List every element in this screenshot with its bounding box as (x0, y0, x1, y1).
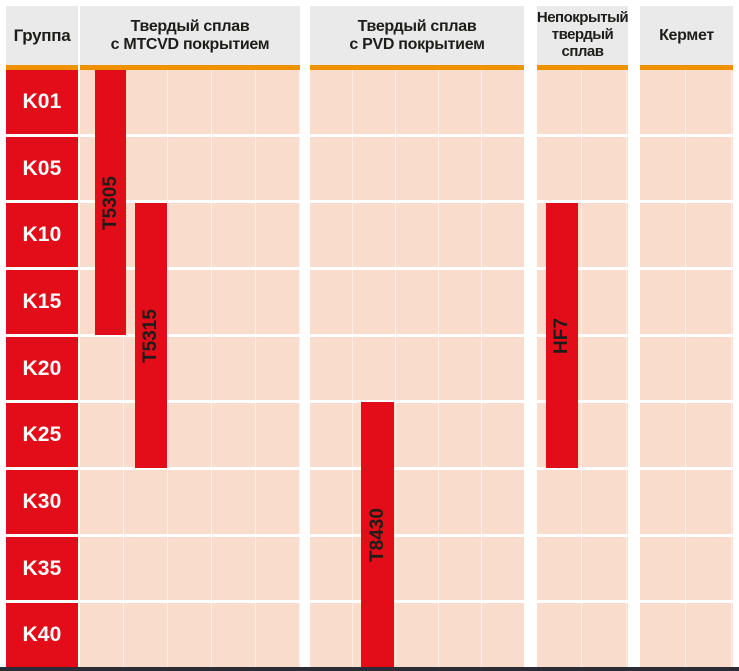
column-pvd-body (310, 70, 524, 668)
column-header-group: Группа (6, 6, 78, 65)
grid-cell (640, 536, 733, 601)
group-column-body: K01 K05 K10 K15 K20 K25 K30 K35 K40 (6, 70, 78, 668)
group-cell-k40: K40 (6, 603, 78, 668)
column-header-uncoated: Непокрытый твердый сплав (536, 6, 629, 65)
column-header-uncoated-label: Непокрытый твердый сплав (536, 9, 629, 60)
group-label: K40 (22, 623, 62, 647)
grid-cell (310, 403, 524, 468)
grid-cell (310, 203, 524, 268)
orange-underline (537, 65, 628, 70)
grid-cell (537, 70, 628, 134)
column-header-cermet: Кермет (640, 6, 733, 65)
column-header-pvd-label: Твердый сплав с PVD покрытием (349, 17, 485, 53)
grid-cell (537, 536, 628, 601)
grid-cell (640, 70, 733, 134)
grid-cell (80, 603, 300, 668)
grid-cell (310, 336, 524, 401)
group-column: Группа K01 K05 K10 K15 K20 K25 K30 K35 K… (6, 6, 78, 668)
grid-cell (640, 136, 733, 201)
column-header-cermet-label: Кермет (659, 26, 714, 44)
column-header-group-label: Группа (13, 25, 71, 45)
grid-cell (80, 403, 300, 468)
group-label: K15 (22, 289, 62, 313)
column-cermet-body (640, 70, 733, 668)
column-header-pvd: Твердый сплав с PVD покрытием (310, 6, 524, 65)
grid-cell (640, 203, 733, 268)
grid-cell (640, 270, 733, 334)
column-pvd: Твердый сплав с PVD покрытием (310, 6, 524, 668)
grid-cell (310, 70, 524, 134)
group-cell-k25: K25 (6, 403, 78, 468)
grid-cell (537, 470, 628, 534)
grade-bar-t5315: T5315 (135, 203, 167, 468)
group-cell-k30: K30 (6, 470, 78, 534)
group-cell-k10: K10 (6, 203, 78, 268)
grade-bar-t8430: T8430 (361, 402, 394, 667)
grid-cell (310, 536, 524, 601)
group-label: K25 (22, 423, 62, 447)
group-cell-k15: K15 (6, 270, 78, 334)
grid-cell (80, 336, 300, 401)
column-header-mtcvd-label: Твердый сплав с MTCVD покрытием (110, 17, 270, 53)
grid-cell (537, 136, 628, 201)
group-label: K20 (22, 356, 62, 380)
grade-bar-label: T5305 (99, 175, 121, 230)
grid-cell (80, 470, 300, 534)
group-cell-k01: K01 (6, 70, 78, 134)
grade-bar-t5305: T5305 (95, 70, 126, 335)
grid-cell (640, 603, 733, 668)
orange-underline (80, 65, 300, 70)
grid-cell (640, 336, 733, 401)
orange-underline (6, 65, 78, 70)
orange-underline (310, 65, 524, 70)
grid-cell (640, 403, 733, 468)
column-cermet: Кермет (640, 6, 733, 668)
group-cell-k35: K35 (6, 536, 78, 601)
grid-cell (80, 536, 300, 601)
grid-cell (537, 603, 628, 668)
grid-cell (310, 270, 524, 334)
group-cell-k20: K20 (6, 336, 78, 401)
orange-underline (640, 65, 733, 70)
grade-bar-label: HF7 (551, 317, 572, 354)
bottom-border (0, 667, 739, 671)
group-label: K05 (22, 156, 62, 180)
group-label: K10 (22, 223, 62, 247)
grid-cell (310, 603, 524, 668)
group-cell-k05: K05 (6, 136, 78, 201)
grid-cell (310, 136, 524, 201)
grid-cell (640, 470, 733, 534)
grade-bar-label: T8430 (366, 507, 388, 562)
grade-bar-hf7: HF7 (546, 203, 578, 468)
grid-cell (310, 470, 524, 534)
group-label: K30 (22, 489, 62, 513)
group-label: K35 (22, 556, 62, 580)
group-label: K01 (22, 89, 62, 113)
grade-bar-label: T5315 (140, 308, 161, 363)
column-header-mtcvd: Твердый сплав с MTCVD покрытием (80, 6, 300, 65)
